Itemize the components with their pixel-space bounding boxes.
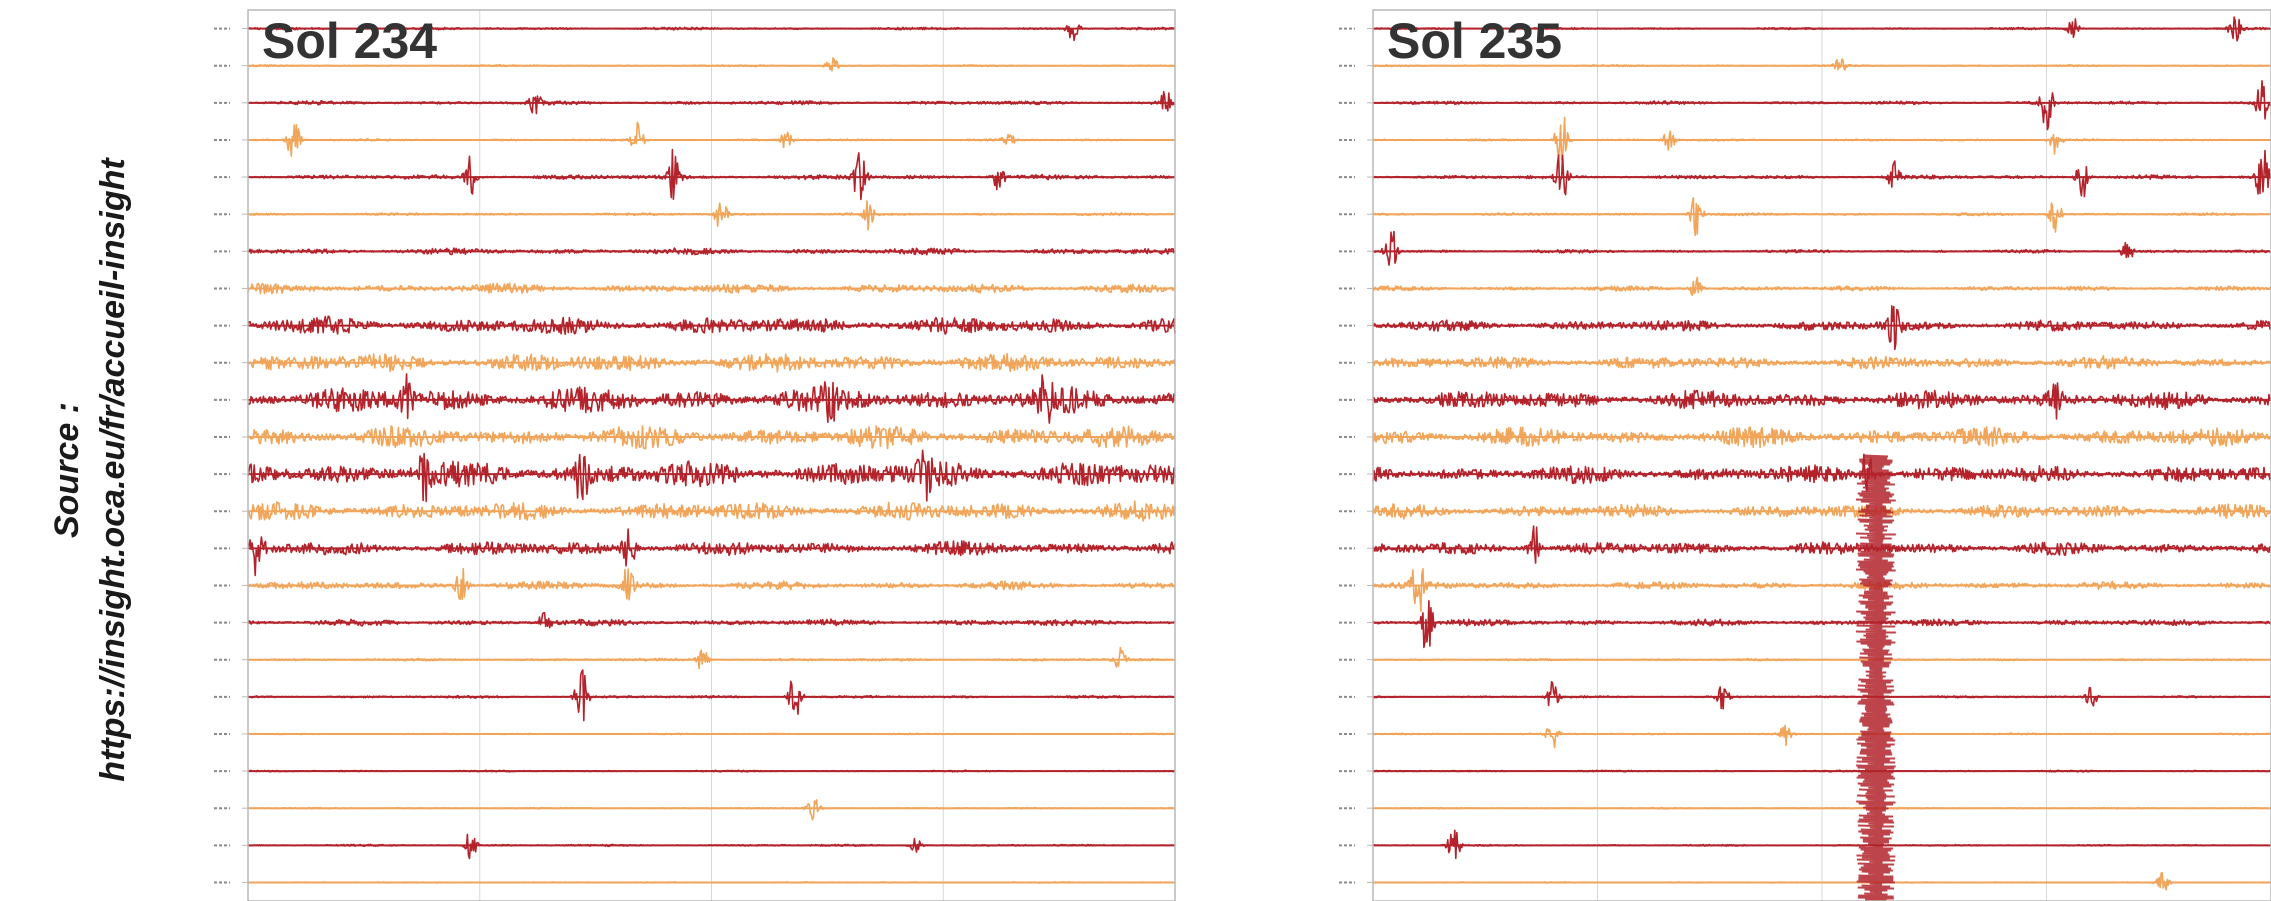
source-url: https://insight.oca.eu/fr/accueil-insigh… (94, 158, 132, 782)
sol-234-trace-10 (248, 352, 1176, 373)
sol-235-trace-10 (1372, 355, 2271, 370)
sol-234-trace-12 (247, 425, 1176, 450)
source-caption: Source : https://insight.oca.eu/fr/accue… (0, 0, 180, 901)
seismogram-chart-sol-235: Sol 235 (1339, 9, 2271, 901)
source-text: Source : https://insight.oca.eu/fr/accue… (44, 158, 136, 781)
sol-234-trace-14 (247, 500, 1176, 522)
sol-235-trace-17 (1372, 600, 2271, 649)
seismogram-chart-sol-234: Sol 234 (214, 9, 1176, 901)
sol-234-frame (247, 9, 1176, 901)
sol-234-trace-11 (247, 373, 1176, 424)
seismogram-panel-sol-234: Sol 234 (200, 0, 1180, 901)
sol-235-trace-11 (1372, 382, 2271, 420)
sol-235-title: Sol 235 (1387, 13, 1562, 69)
source-label: Source : (48, 401, 86, 539)
seismogram-panel-sol-235: Sol 235 (1325, 0, 2271, 901)
sol-234-title: Sol 234 (262, 13, 437, 69)
sol-235-frame (1372, 9, 2271, 901)
sol-235-vertical-burst (1855, 454, 1896, 901)
